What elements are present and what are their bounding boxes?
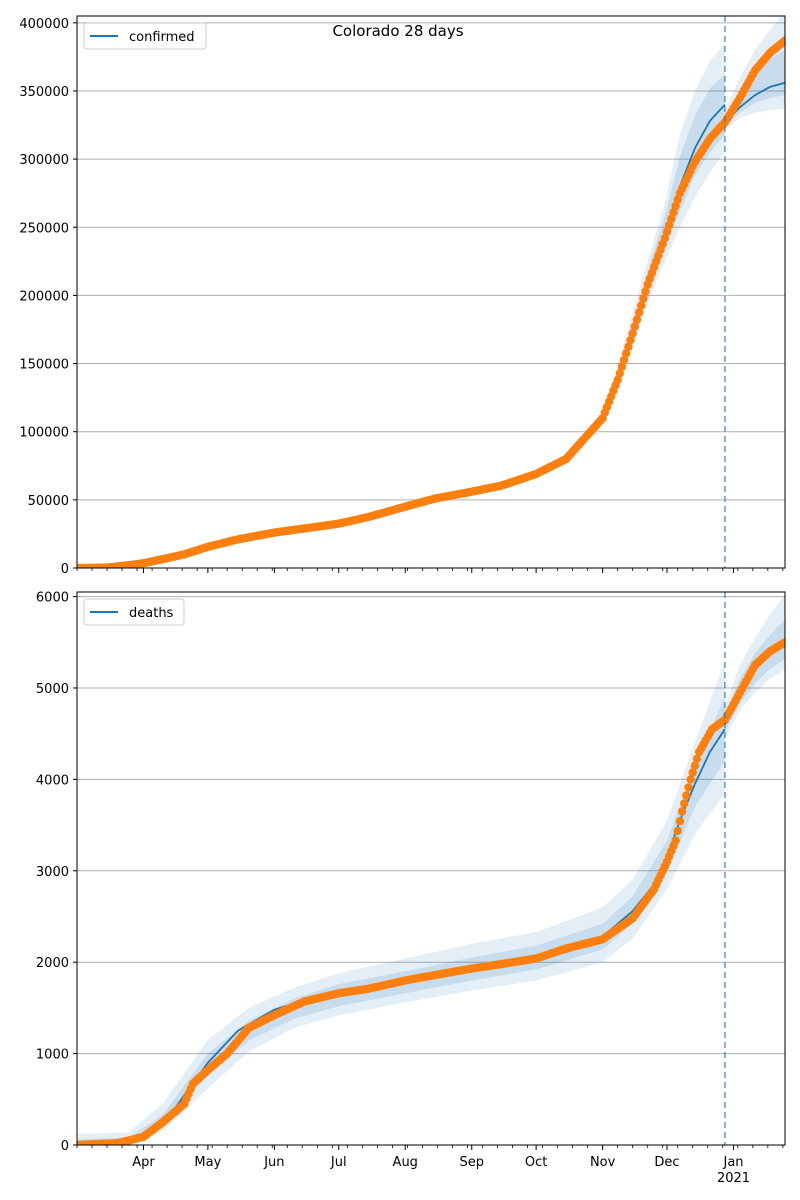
observed-point [675,816,685,826]
x-tick-label: Jan [722,1155,743,1170]
x-tick-label: Oct [525,1155,547,1170]
figure-title: Colorado 28 days [332,22,463,40]
observed-point [673,195,682,204]
observed-point [688,768,697,777]
axes-frame [76,591,786,1146]
x-tick-label: Sep [460,1155,485,1170]
observed-point [780,36,785,45]
y-tick-label: 250000 [19,221,69,236]
observed-point [617,362,627,371]
axes-frame [76,15,786,569]
y-tick-label: 2000 [36,956,69,971]
observed-point [613,375,622,385]
observed-point [677,807,687,816]
y-tick-label: 3000 [36,865,69,880]
y-tick-label: 5000 [36,682,69,697]
x-tick-label: Nov [590,1155,616,1170]
x-tick-label: Apr [132,1155,155,1170]
observed-point [622,349,631,358]
x-year-label: 2021 [717,1171,750,1186]
observed-point [664,221,674,230]
y-tick-label: 6000 [36,591,69,606]
observed-point [671,836,680,845]
observed-point [615,369,624,378]
legend-box [83,22,207,50]
observed-point [662,227,672,236]
legend: deaths [83,598,185,626]
legend: confirmed [83,22,207,50]
y-tick-label: 200000 [19,289,69,304]
x-tick-label: Aug [393,1155,418,1170]
observed-point [619,355,629,365]
x-tick-label: Jul [330,1155,347,1170]
y-tick-label: 350000 [19,85,69,100]
legend-box [83,598,185,626]
y-tick-label: 4000 [36,773,69,788]
observed-point [624,342,633,351]
observed-point [667,214,676,224]
observed-point [660,234,670,243]
legend-label: confirmed [129,30,195,45]
y-tick-label: 0 [61,562,69,577]
observed-point [682,791,691,800]
observed-point [686,775,695,784]
y-tick-label: 1000 [36,1048,69,1063]
confirmed-panel: 0 50000 100000 150000 200000 250000 300000 3500… [19,15,786,577]
y-tick-label: 100000 [19,426,69,441]
observed-point [626,336,635,345]
y-tick-label: 50000 [28,494,69,509]
y-tick-label: 150000 [19,358,69,373]
observed-point [639,294,648,303]
observed-point [671,201,680,211]
observed-point [628,329,637,338]
deaths-panel: 0 1000 2000 3000 4000 5000 6000 Apr May Jun Jul Aug… [36,591,786,1186]
observed-point [632,315,642,324]
observed-point [669,208,678,217]
x-tick-label: Dec [654,1155,679,1170]
observed-point [684,783,693,792]
observed-point [692,754,702,763]
observed-point [673,826,682,836]
observed-point [641,287,650,296]
y-tick-label: 300000 [19,153,69,168]
legend-label: deaths [129,606,174,621]
observed-point [690,761,700,770]
y-tick-label: 0 [61,1139,69,1154]
observed-point [637,301,646,310]
observed-point [630,322,639,331]
y-tick-label: 400000 [19,17,69,32]
x-tick-label: Jun [263,1155,284,1170]
observed-point [634,308,644,317]
observed-point [680,799,689,808]
x-tick-label: May [194,1155,221,1170]
uncertainty-band [77,660,725,1145]
observed-point [780,638,785,647]
